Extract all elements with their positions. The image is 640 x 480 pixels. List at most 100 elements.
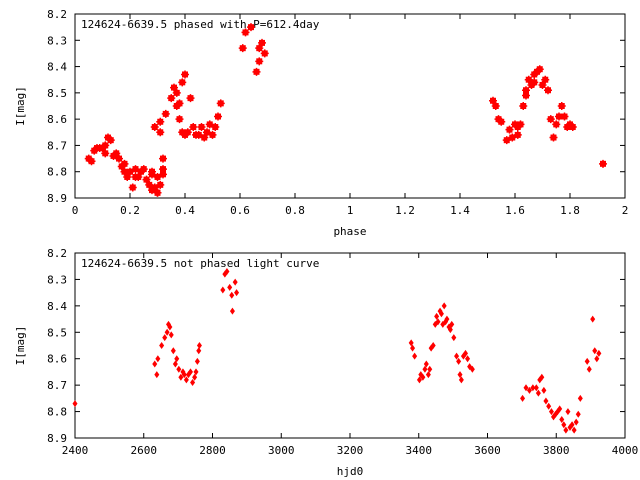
- data-point-cross: [175, 99, 184, 108]
- data-point: [541, 386, 547, 394]
- data-point: [586, 365, 592, 373]
- data-point-cross: [120, 159, 129, 168]
- data-point-cross: [159, 154, 167, 163]
- data-point: [454, 352, 460, 360]
- data-point-cross: [258, 38, 266, 47]
- data-point-cross: [552, 120, 561, 129]
- data-point: [154, 371, 160, 379]
- data-point-cross: [238, 44, 247, 53]
- x-tick-label: 3400: [406, 444, 433, 457]
- data-point-cross: [156, 180, 165, 189]
- data-point: [465, 355, 471, 363]
- x-tick-label: 3800: [543, 444, 570, 457]
- data-point: [193, 368, 199, 376]
- data-point-cross: [101, 149, 110, 158]
- data-point: [526, 386, 532, 394]
- data-point-cross: [530, 78, 539, 87]
- data-point: [548, 408, 554, 416]
- data-point: [444, 315, 450, 323]
- data-point-cross: [156, 128, 165, 137]
- data-point: [152, 360, 158, 368]
- y-tick-label: 8.5: [47, 87, 67, 100]
- chart-panel-2: 2400 2600 2800 3000 3200 3400 3600 3800 4000 8.2 8…: [14, 247, 638, 478]
- data-point: [575, 410, 581, 418]
- data-point: [234, 289, 240, 297]
- data-point: [596, 349, 602, 357]
- data-point-cross: [252, 67, 261, 76]
- data-point-cross: [544, 86, 552, 95]
- y-tick-label: 8.2: [47, 8, 67, 21]
- data-point-cross: [216, 99, 225, 108]
- data-point: [410, 344, 416, 352]
- x-tick-label: 1.8: [560, 204, 580, 217]
- data-point: [427, 365, 433, 373]
- plot-frame: [74, 252, 626, 439]
- data-point-cross: [549, 133, 558, 142]
- x-tick-label: 3600: [474, 444, 501, 457]
- x-tick-label: 2400: [62, 444, 89, 457]
- y-tick-label: 8.6: [47, 353, 67, 366]
- data-point-cross: [128, 183, 137, 192]
- data-point: [229, 307, 235, 315]
- data-point-cross: [505, 125, 514, 134]
- data-point: [447, 326, 453, 334]
- data-point: [164, 328, 170, 336]
- data-point: [412, 352, 418, 360]
- data-point: [469, 365, 475, 373]
- data-point: [430, 342, 436, 349]
- x-axis-label: hjd0: [337, 465, 364, 478]
- data-point: [434, 312, 440, 320]
- data-point-cross: [255, 57, 264, 66]
- y-tick-label: 8.2: [47, 247, 67, 260]
- data-point-cross: [560, 112, 569, 121]
- y-tick-label: 8.9: [47, 432, 67, 445]
- data-point: [530, 384, 536, 392]
- data-point: [438, 310, 444, 318]
- data-point-cross: [178, 78, 187, 87]
- x-tick-label: 0.8: [285, 204, 305, 217]
- data-point: [561, 421, 567, 429]
- data-point: [451, 334, 457, 342]
- data-point-cross: [599, 159, 607, 168]
- data-point: [577, 394, 583, 402]
- data-point-cross: [214, 112, 222, 121]
- data-point: [72, 400, 78, 408]
- data-point: [584, 357, 590, 365]
- y-tick-label: 8.6: [47, 113, 67, 126]
- data-point: [176, 365, 182, 373]
- data-point-cross: [153, 188, 162, 197]
- chart-title: 124624-6639.5 not phased light curve: [81, 257, 319, 270]
- data-point-cross: [260, 49, 269, 58]
- data-point: [594, 355, 600, 363]
- data-point: [229, 291, 235, 299]
- y-tick-label: 8.8: [47, 406, 67, 419]
- data-point: [168, 331, 174, 339]
- data-point: [196, 342, 202, 349]
- data-point-cross: [241, 28, 250, 37]
- x-tick-label: 0.6: [230, 204, 250, 217]
- data-point-cross: [115, 154, 123, 163]
- y-axis-label: I[mag]: [14, 86, 27, 126]
- data-point: [159, 342, 165, 349]
- x-tick-label: 1: [347, 204, 354, 217]
- data-point: [170, 347, 176, 355]
- x-tick-label: 1.6: [505, 204, 525, 217]
- data-point: [449, 320, 455, 328]
- data-point-cross: [568, 123, 577, 132]
- data-point: [463, 349, 468, 357]
- data-point-cross: [87, 157, 96, 166]
- data-point: [181, 371, 187, 379]
- data-point: [408, 339, 414, 347]
- data-point: [441, 302, 447, 310]
- data-point-cross: [197, 123, 206, 132]
- data-point-cross: [211, 123, 220, 132]
- data-point-cross: [186, 94, 195, 103]
- data-point-cross: [156, 117, 165, 126]
- data-point-cross: [208, 130, 217, 139]
- data-point: [224, 268, 230, 275]
- data-point: [425, 371, 431, 379]
- data-point-cross: [101, 141, 110, 150]
- data-point-cross: [172, 88, 181, 97]
- data-point: [533, 384, 539, 392]
